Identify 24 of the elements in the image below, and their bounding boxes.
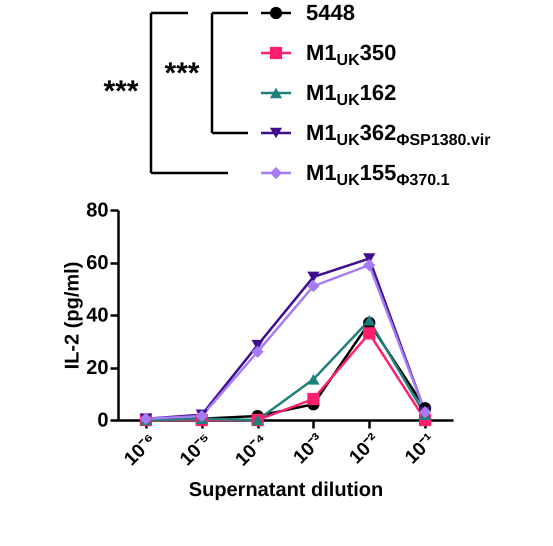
x-axis-title: Supernatant dilution [188,478,384,501]
x-tick-label: 10⁻³ [290,430,328,468]
text: *** [103,75,139,108]
y-axis-title: IL-2 (pg/ml) [61,262,84,370]
point [251,346,264,358]
point [307,374,320,385]
x-tick-label: 10⁻⁴ [232,430,272,470]
y-tick-label: 20 [86,357,108,379]
point [307,272,320,282]
point [307,392,320,406]
point [363,314,376,326]
point [363,327,376,340]
y-tick-label: 0 [97,410,108,432]
x-tick-label: 10⁻¹ [401,430,440,468]
text: *** [164,57,200,90]
x-tick-label: 10⁻² [345,430,384,468]
y-tick-label: 80 [86,200,108,222]
x-tick-label: 10⁻⁶ [120,430,161,470]
point [307,280,320,292]
legend-label: 5448 [306,0,355,25]
point [363,259,376,272]
y-tick-label: 60 [86,252,108,274]
y-tick-label: 40 [86,304,108,326]
x-tick-label: 10⁻⁵ [176,430,216,470]
